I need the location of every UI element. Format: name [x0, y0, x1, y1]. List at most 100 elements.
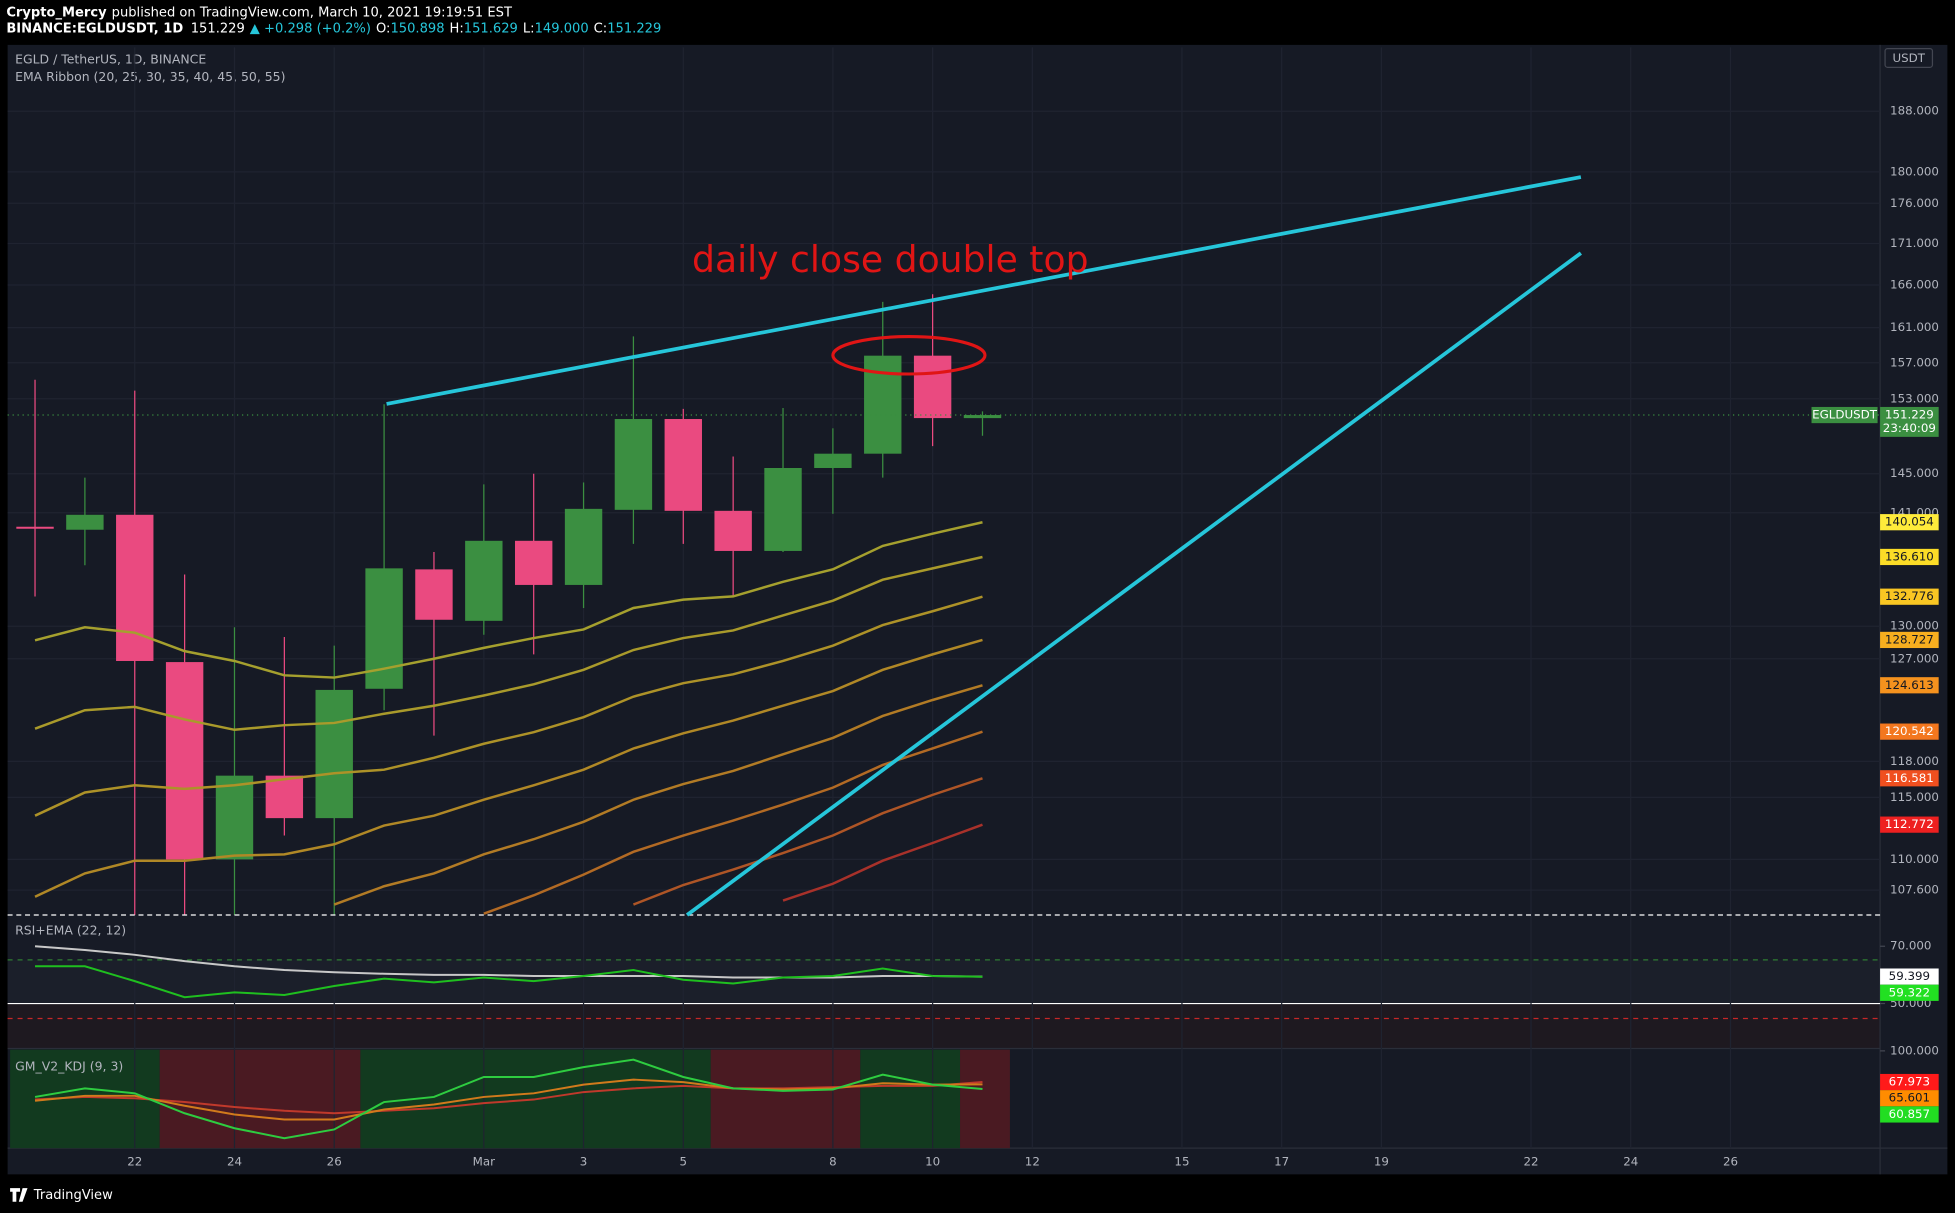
candle-body — [564, 508, 603, 585]
zone — [710, 1049, 861, 1149]
currency: USDT — [1893, 51, 1926, 65]
x-tick-label: Mar — [473, 1154, 495, 1168]
trend-line — [386, 175, 1582, 406]
quote-line: BINANCE:EGLDUSDT, 1D 151.229 ▲ +0.298 (+0.… — [6, 21, 661, 36]
ohlc-label: C: — [594, 21, 608, 36]
x-tick-label: 19 — [1374, 1154, 1389, 1168]
x-tick-label: 3 — [580, 1154, 588, 1168]
published: published on TradingView.com, March 10, … — [112, 5, 513, 20]
series-line — [34, 1078, 983, 1121]
last-value-label: 60.857 — [1889, 1107, 1930, 1121]
y-tick-label: 171.000 — [1890, 236, 1939, 250]
chart-title: EGLD / TetherUS, 1D, BINANCE — [15, 51, 206, 66]
last-value-tag — [1880, 514, 1939, 531]
last-value-label: 112.772 — [1885, 817, 1934, 831]
series-line — [632, 777, 983, 906]
annotation: daily close double top — [692, 238, 1089, 281]
y-tick-label: 110.000 — [1890, 852, 1939, 866]
y-tick-label: 180.000 — [1890, 164, 1939, 178]
rsi-low-band — [7, 1003, 1881, 1049]
last-value-label: 124.613 — [1885, 678, 1934, 692]
last-value-tag — [1880, 677, 1939, 694]
indicator-title: EMA Ribbon (20, 25, 30, 35, 40, 45, 50, … — [15, 69, 285, 84]
candle-body — [465, 540, 503, 621]
x-tick-label: 12 — [1025, 1154, 1040, 1168]
last-value-label: 132.776 — [1885, 589, 1934, 603]
x-tick-label: 22 — [127, 1154, 142, 1168]
countdown: 23:40:09 — [1883, 421, 1936, 435]
last-value-tag — [1880, 631, 1939, 649]
zone — [159, 1049, 361, 1149]
change: ▲ +0.298 (+0.2%) — [250, 21, 371, 36]
last-value-label: 59.322 — [1889, 985, 1930, 999]
x-tick-label: 26 — [327, 1154, 342, 1168]
last-value-tag — [1880, 1090, 1939, 1107]
candle-body — [963, 415, 1002, 419]
series-line — [35, 965, 983, 999]
series-line — [34, 555, 983, 732]
y-tick-label: 100.000 — [1890, 1043, 1939, 1057]
series-line — [34, 1080, 983, 1115]
pane-plot — [7, 110, 1881, 916]
candle-body — [315, 689, 353, 819]
last-value-tag — [1880, 588, 1939, 605]
last-value-tag — [1880, 770, 1939, 787]
ohlc-value: 149.000 — [535, 21, 589, 36]
price: 151.229 — [191, 21, 245, 36]
last-value-tag — [1880, 1073, 1939, 1091]
candle-body — [116, 514, 154, 661]
pane-plot — [34, 1058, 983, 1140]
last-value-label: 140.054 — [1885, 515, 1934, 529]
last-value-label: 128.727 — [1885, 632, 1934, 646]
series-line — [782, 823, 983, 902]
last-value-label: 67.973 — [1889, 1075, 1930, 1089]
x-tick-label: 15 — [1174, 1154, 1189, 1168]
candle-body — [714, 510, 752, 551]
last-value-label: 65.601 — [1889, 1091, 1930, 1105]
indicator-title: RSI+EMA (22, 12) — [15, 923, 126, 938]
y-tick-label: 153.000 — [1890, 391, 1939, 405]
x-tick-label: 5 — [680, 1154, 688, 1168]
y-tick-label: 70.000 — [1890, 939, 1931, 953]
y-tick-label: 130.000 — [1890, 619, 1939, 633]
y-tick-label: 161.000 — [1890, 320, 1939, 334]
zone — [960, 1049, 1010, 1149]
ohlc-value: 151.629 — [464, 21, 518, 36]
candle-body — [664, 419, 702, 511]
y-tick-label: 118.000 — [1890, 754, 1939, 768]
ohlc-label: H: — [450, 21, 464, 36]
candle-body — [16, 526, 54, 529]
header-line: Crypto_Mercy published on TradingView.com… — [6, 5, 513, 20]
candle-body — [415, 569, 453, 620]
last-value-tag — [1880, 984, 1939, 1001]
candle-body — [913, 355, 952, 419]
last-value-label: 59.399 — [1889, 969, 1930, 983]
x-tick-label: 17 — [1274, 1154, 1289, 1168]
ohlc-label: L: — [523, 21, 535, 36]
series-line — [333, 684, 983, 906]
y-tick-label: 127.000 — [1890, 651, 1939, 665]
last-value-label: 136.610 — [1885, 549, 1934, 563]
series-line — [34, 521, 983, 679]
candle-body — [814, 453, 852, 468]
indicator-title: GM_V2_KDJ (9, 3) — [15, 1059, 123, 1074]
price-tag — [1880, 406, 1939, 437]
x-tick-label: 26 — [1723, 1154, 1738, 1168]
last-value-tag — [1880, 1106, 1939, 1123]
kdj-zones — [10, 1049, 1010, 1149]
ohlc-value: 150.898 — [390, 21, 444, 36]
y-tick-label: 176.000 — [1890, 196, 1939, 210]
x-tick-label: 24 — [227, 1154, 242, 1168]
last-value-tag — [1880, 816, 1939, 833]
candle-body — [764, 467, 802, 551]
series-line — [34, 595, 983, 817]
x-tick-label: 22 — [1523, 1154, 1538, 1168]
series-line — [34, 945, 983, 979]
last-value-tag — [1880, 968, 1939, 985]
brand: TradingView — [33, 1188, 113, 1203]
x-tick-label: 8 — [829, 1154, 837, 1168]
last-value-label: 116.581 — [1885, 771, 1934, 785]
symbol: BINANCE:EGLDUSDT, 1D — [6, 21, 183, 36]
symbol-tag — [1811, 406, 1878, 424]
